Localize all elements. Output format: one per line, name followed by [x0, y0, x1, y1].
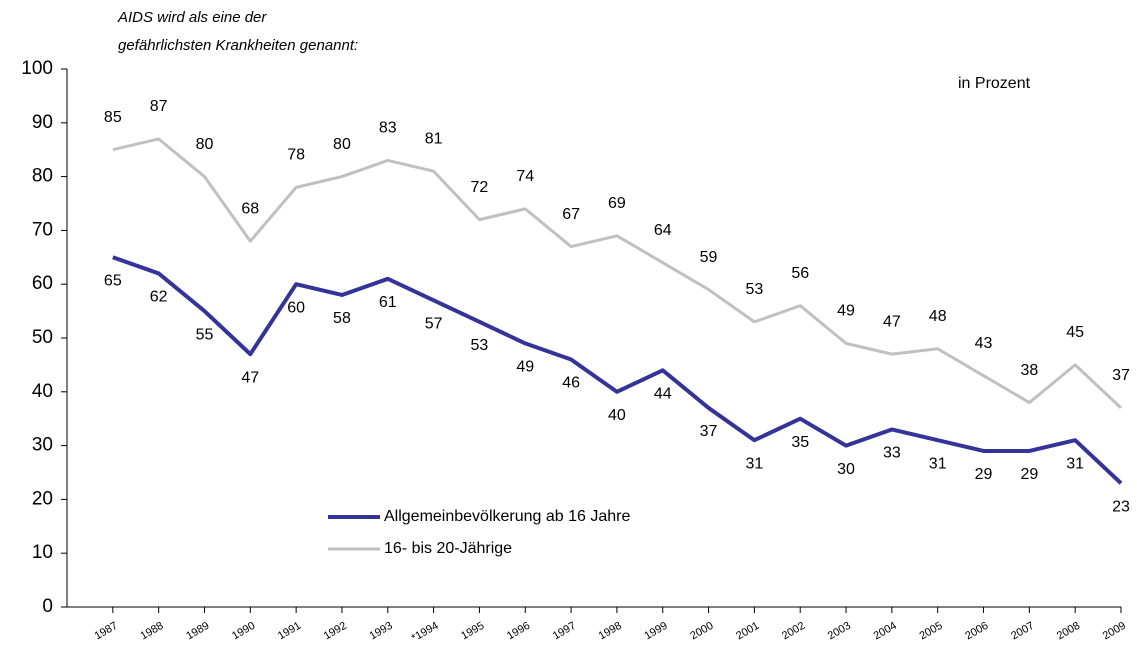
x-tick-label: 2006	[963, 620, 990, 643]
y-tick-label: 0	[42, 596, 53, 617]
y-tick-label: 50	[32, 327, 53, 348]
data-label: 29	[975, 466, 993, 483]
data-label: 46	[562, 375, 580, 392]
data-label: 37	[700, 423, 718, 440]
x-tick-label: 1989	[184, 620, 211, 643]
y-tick-label: 10	[32, 542, 53, 563]
data-label: 37	[1112, 367, 1130, 384]
y-tick-label: 40	[32, 381, 53, 402]
data-label: 69	[608, 195, 626, 212]
data-label: 67	[562, 206, 580, 223]
data-label: 43	[975, 335, 993, 352]
y-tick-label: 90	[32, 112, 53, 133]
data-label: 57	[425, 316, 443, 333]
data-label: 87	[150, 98, 168, 115]
series-line	[112, 255, 1123, 485]
x-tick-label: 1999	[642, 620, 669, 643]
data-label: 40	[608, 407, 626, 424]
data-label: 33	[883, 445, 901, 462]
data-label: 80	[333, 136, 351, 153]
data-label: 61	[379, 294, 397, 311]
data-label: 78	[287, 147, 305, 164]
data-label: 31	[745, 455, 763, 472]
data-label: 49	[837, 303, 855, 320]
data-label: 62	[150, 289, 168, 306]
y-tick-label: 30	[32, 435, 53, 456]
data-label: 60	[287, 299, 305, 316]
y-tick-label: 80	[32, 166, 53, 187]
data-label: 58	[333, 310, 351, 327]
y-tick-label: 70	[32, 219, 53, 240]
x-tick-label: 2000	[688, 620, 715, 643]
data-label: 81	[425, 130, 443, 147]
title-line: AIDS wird als eine der	[117, 9, 267, 26]
x-tick-label: 2007	[1009, 620, 1036, 643]
legend-label: 16- bis 20-Jährige	[384, 540, 512, 557]
data-label: 53	[471, 337, 489, 354]
x-tick-label: 1993	[368, 620, 395, 643]
data-label: 31	[929, 455, 947, 472]
x-tick-label: 1990	[230, 620, 257, 643]
data-label: 53	[745, 281, 763, 298]
data-label: 47	[883, 313, 901, 330]
x-tick-label: 1997	[551, 620, 578, 643]
data-label: 80	[196, 136, 214, 153]
y-tick-label: 60	[32, 273, 53, 294]
data-label: 56	[791, 265, 809, 282]
data-label: 35	[791, 434, 809, 451]
data-label: 23	[1112, 498, 1130, 515]
data-label: 64	[654, 222, 672, 239]
x-tick-label: 2004	[872, 620, 899, 643]
x-tick-label: 2002	[780, 620, 807, 643]
data-label: 59	[700, 249, 718, 266]
legend-label: Allgemeinbevölkerung ab 16 Jahre	[384, 508, 630, 525]
data-label: 85	[104, 109, 122, 126]
series-line	[112, 137, 1123, 410]
x-tick-label: 2009	[1101, 620, 1128, 643]
data-label: 72	[471, 179, 489, 196]
data-label: 45	[1066, 324, 1084, 341]
y-tick-label: 100	[21, 58, 53, 79]
x-tick-label: *1994	[410, 620, 441, 645]
unit-label: in Prozent	[958, 75, 1031, 92]
x-tick-label: 1987	[93, 620, 120, 643]
data-label: 48	[929, 308, 947, 325]
title-line: gefährlichsten Krankheiten genannt:	[118, 37, 358, 54]
y-tick-label: 20	[32, 488, 53, 509]
data-label: 44	[654, 385, 672, 402]
data-label: 55	[196, 326, 214, 343]
x-tick-label: 1991	[276, 620, 303, 643]
data-label: 47	[241, 369, 259, 386]
x-tick-label: 1992	[322, 620, 349, 643]
x-tick-label: 1988	[138, 620, 165, 643]
data-label: 74	[516, 168, 534, 185]
data-label: 83	[379, 120, 397, 137]
x-tick-label: 2001	[734, 620, 761, 643]
x-tick-label: 1996	[505, 620, 532, 643]
data-label: 65	[104, 273, 122, 290]
data-label: 38	[1020, 362, 1038, 379]
data-label: 30	[837, 461, 855, 478]
data-label: 49	[516, 359, 534, 376]
data-label: 31	[1066, 455, 1084, 472]
x-tick-label: 2003	[826, 620, 853, 643]
x-tick-label: 2005	[917, 620, 944, 643]
x-tick-label: 1998	[597, 620, 624, 643]
x-tick-label: 1995	[459, 620, 486, 643]
x-tick-label: 2008	[1055, 620, 1082, 643]
data-label: 29	[1020, 466, 1038, 483]
data-label: 68	[241, 200, 259, 217]
